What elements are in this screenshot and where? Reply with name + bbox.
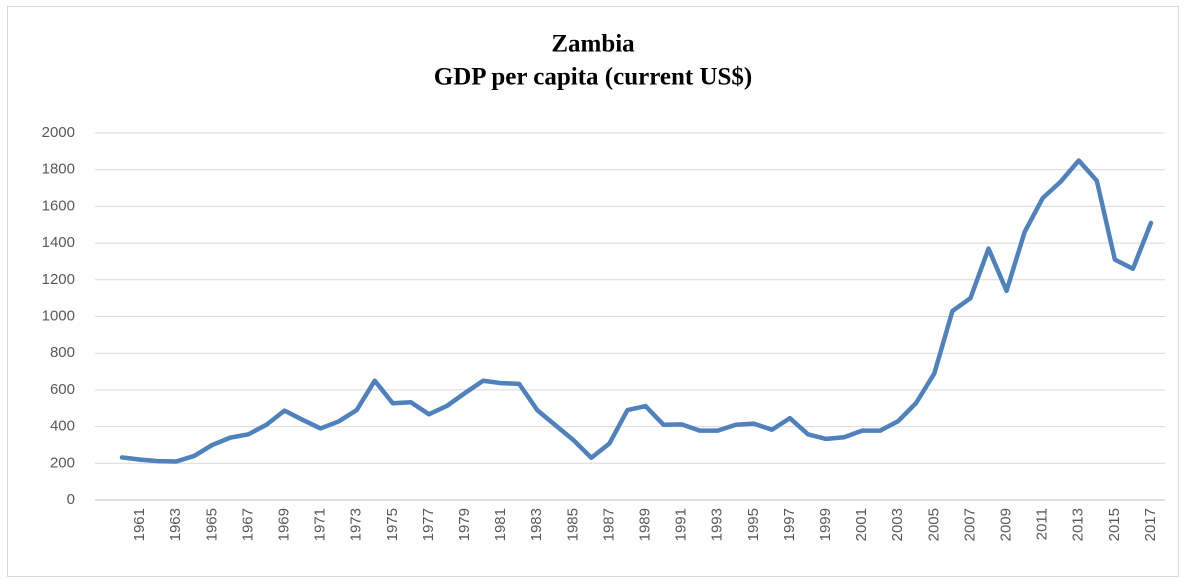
x-tick-label: 1991 [673, 508, 690, 541]
x-tick-label: 2017 [1142, 508, 1159, 541]
x-tick-label: 1989 [636, 508, 653, 541]
x-tick-label: 1967 [239, 508, 256, 541]
y-tick-label: 2000 [42, 124, 75, 141]
y-tick-label: 1400 [42, 234, 75, 251]
x-tick-label: 2011 [1034, 508, 1051, 540]
y-tick-label: 1800 [42, 161, 75, 178]
x-tick-label: 1983 [528, 508, 545, 541]
x-tick-label: 1981 [492, 508, 509, 541]
chart-subtitle: GDP per capita (current US$) [434, 64, 752, 91]
x-tick-label: 1969 [275, 508, 292, 541]
x-tick-label: 2007 [961, 508, 978, 541]
y-tick-label: 1200 [42, 271, 75, 288]
x-tick-label: 1961 [131, 508, 148, 541]
x-tick-label: 1977 [420, 508, 437, 541]
x-tick-label: 2005 [925, 508, 942, 541]
chart-border [7, 6, 1179, 577]
y-tick-label: 1600 [42, 197, 75, 214]
x-tick-label: 1979 [456, 508, 473, 541]
x-tick-label: 1971 [312, 508, 329, 541]
data-line [119, 158, 1154, 464]
x-tick-label: 1985 [564, 508, 581, 541]
x-tick-label: 1963 [167, 508, 184, 541]
y-tick-label: 200 [50, 454, 75, 471]
y-tick-label: 0 [67, 491, 75, 508]
y-tick-label: 1000 [42, 307, 75, 324]
x-tick-label: 1995 [745, 508, 762, 541]
y-tick-label: 800 [50, 344, 75, 361]
y-tick-label: 600 [50, 381, 75, 398]
x-tick-label: 2015 [1106, 508, 1123, 541]
x-tick-label: 1993 [709, 508, 726, 541]
x-tick-label: 1975 [384, 508, 401, 541]
x-tick-label: 1999 [817, 508, 834, 541]
x-tick-label: 2003 [889, 508, 906, 541]
x-tick-label: 2009 [998, 508, 1015, 541]
y-tick-label: 400 [50, 418, 75, 435]
x-tick-label: 2013 [1070, 508, 1087, 541]
x-tick-label: 1997 [781, 508, 798, 541]
x-tick-label: 1987 [600, 508, 617, 541]
chart-title: Zambia [551, 31, 635, 58]
x-tick-label: 2001 [853, 508, 870, 541]
x-tick-label: 1973 [348, 508, 365, 541]
x-tick-label: 1965 [203, 508, 220, 541]
